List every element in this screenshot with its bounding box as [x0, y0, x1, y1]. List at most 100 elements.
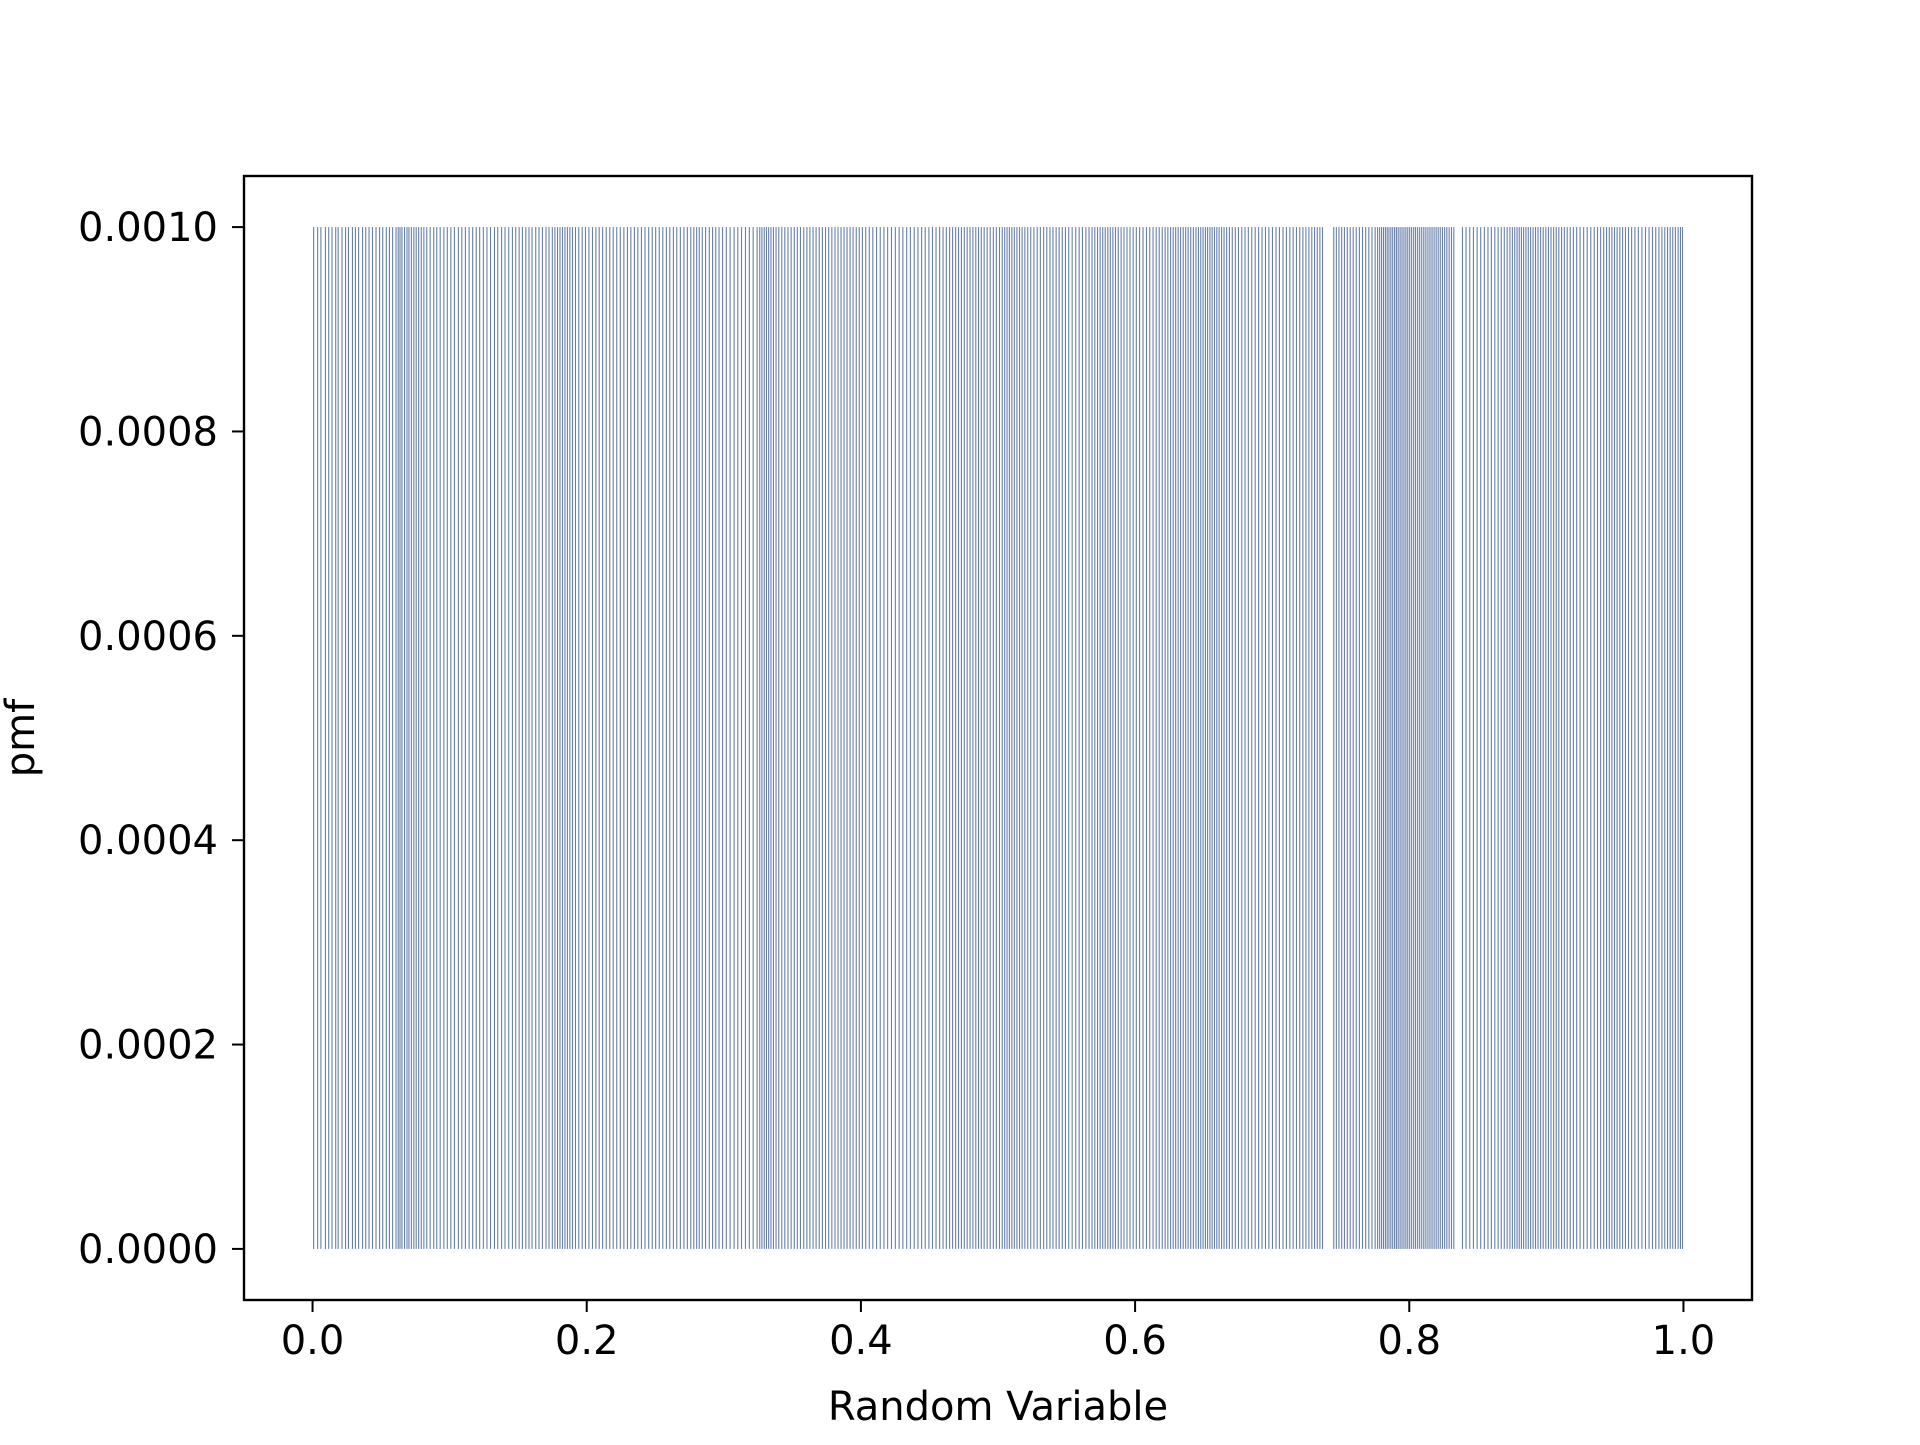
pmf-bar	[1085, 227, 1087, 1249]
pmf-bar	[768, 227, 770, 1249]
pmf-bar	[921, 227, 923, 1249]
pmf-bar	[1572, 227, 1574, 1249]
pmf-bar	[1149, 227, 1151, 1249]
pmf-bar	[493, 227, 496, 1249]
pmf-bar	[1446, 227, 1448, 1249]
pmf-bar	[1453, 227, 1455, 1249]
pmf-bar	[1135, 227, 1137, 1249]
pmf-bar	[1386, 227, 1388, 1249]
pmf-bar	[1027, 227, 1029, 1249]
pmf-bar	[1064, 227, 1066, 1249]
pmf-bar	[1030, 227, 1032, 1249]
pmf-bar	[945, 227, 947, 1249]
pmf-bar	[868, 227, 870, 1249]
pmf-bar	[429, 227, 431, 1249]
pmf-bar	[626, 227, 628, 1249]
pmf-bar	[917, 227, 919, 1249]
pmf-bar	[423, 227, 425, 1249]
pmf-bar	[578, 227, 580, 1249]
pmf-bar	[1437, 227, 1439, 1249]
pmf-bar	[1170, 227, 1172, 1249]
pmf-bar	[902, 227, 904, 1249]
pmf-bar	[571, 227, 574, 1249]
pmf-bar	[1349, 227, 1351, 1249]
pmf-bar	[337, 227, 339, 1249]
pmf-bar	[591, 227, 594, 1249]
pmf-bar	[1563, 227, 1565, 1249]
pmf-bar	[983, 227, 985, 1249]
pmf-bar	[1346, 227, 1348, 1249]
pmf-bar	[418, 227, 420, 1249]
pmf-bar	[1271, 227, 1274, 1249]
pmf-bar	[1078, 227, 1080, 1249]
pmf-bar	[812, 227, 814, 1249]
pmf-bar	[1112, 227, 1114, 1249]
pmf-bar	[696, 227, 698, 1249]
pmf-bar	[395, 227, 397, 1249]
pmf-bar	[1204, 227, 1206, 1249]
pmf-bar	[1384, 227, 1386, 1249]
pmf-bar	[1216, 227, 1218, 1249]
pmf-bar	[765, 227, 767, 1249]
pmf-bar	[679, 227, 681, 1249]
pmf-bar	[1365, 227, 1367, 1249]
pmf-bar	[875, 227, 878, 1249]
pmf-bar	[712, 227, 714, 1249]
pmf-bar	[347, 227, 350, 1249]
pmf-bar	[612, 227, 614, 1249]
pmf-bar	[450, 227, 452, 1249]
pmf-bar	[1590, 227, 1592, 1249]
pmf-bar	[482, 227, 484, 1249]
pmf-bar	[1394, 227, 1396, 1249]
pmf-bar	[426, 227, 428, 1249]
pmf-bar	[619, 227, 621, 1249]
pmf-bar	[1024, 227, 1026, 1249]
pmf-bar	[1423, 227, 1425, 1249]
pmf-bar	[569, 227, 571, 1249]
pmf-bar	[705, 227, 707, 1249]
pmf-bar	[935, 227, 937, 1249]
pmf-bar	[1490, 227, 1492, 1249]
pmf-bar	[1221, 227, 1223, 1249]
pmf-bar	[1341, 227, 1343, 1249]
pmf-bar	[763, 227, 765, 1249]
pmf-bar	[1566, 227, 1568, 1249]
pmf-bar	[1094, 227, 1096, 1249]
y-tick-label: 0.0010	[78, 205, 218, 251]
pmf-bar	[1036, 227, 1038, 1249]
pmf-bar	[1264, 227, 1267, 1249]
pmf-bar	[861, 227, 863, 1249]
pmf-bar	[479, 227, 481, 1249]
pmf-bar	[949, 227, 951, 1249]
pmf-bar	[475, 227, 477, 1249]
pmf-bar	[1527, 227, 1529, 1249]
pmf-bar	[1091, 227, 1093, 1249]
y-tick-label: 0.0006	[78, 614, 218, 660]
pmf-bar	[818, 227, 820, 1249]
pmf-bar	[472, 227, 474, 1249]
pmf-bar	[1429, 227, 1431, 1249]
pmf-bar	[531, 227, 533, 1249]
pmf-bar	[828, 227, 830, 1249]
pmf-bar	[651, 227, 653, 1249]
pmf-bar	[1338, 227, 1340, 1249]
pmf-bar	[1661, 227, 1663, 1249]
pmf-bar	[1008, 227, 1010, 1249]
pmf-bar	[995, 227, 997, 1249]
pmf-bar	[748, 227, 750, 1249]
pmf-bar	[345, 227, 347, 1249]
pmf-bar	[511, 227, 513, 1249]
pmf-bar	[913, 227, 915, 1249]
pmf-bar	[662, 227, 664, 1249]
pmf-bar	[1448, 227, 1450, 1249]
pmf-bar	[1392, 227, 1394, 1249]
pmf-bar	[1518, 227, 1520, 1249]
pmf-bar	[992, 227, 994, 1249]
pmf-bar	[1033, 227, 1035, 1249]
pmf-bar	[554, 227, 556, 1249]
pmf-bar	[443, 227, 445, 1249]
pmf-bar	[1509, 227, 1511, 1249]
pmf-bar	[803, 227, 805, 1249]
pmf-bar	[630, 227, 632, 1249]
